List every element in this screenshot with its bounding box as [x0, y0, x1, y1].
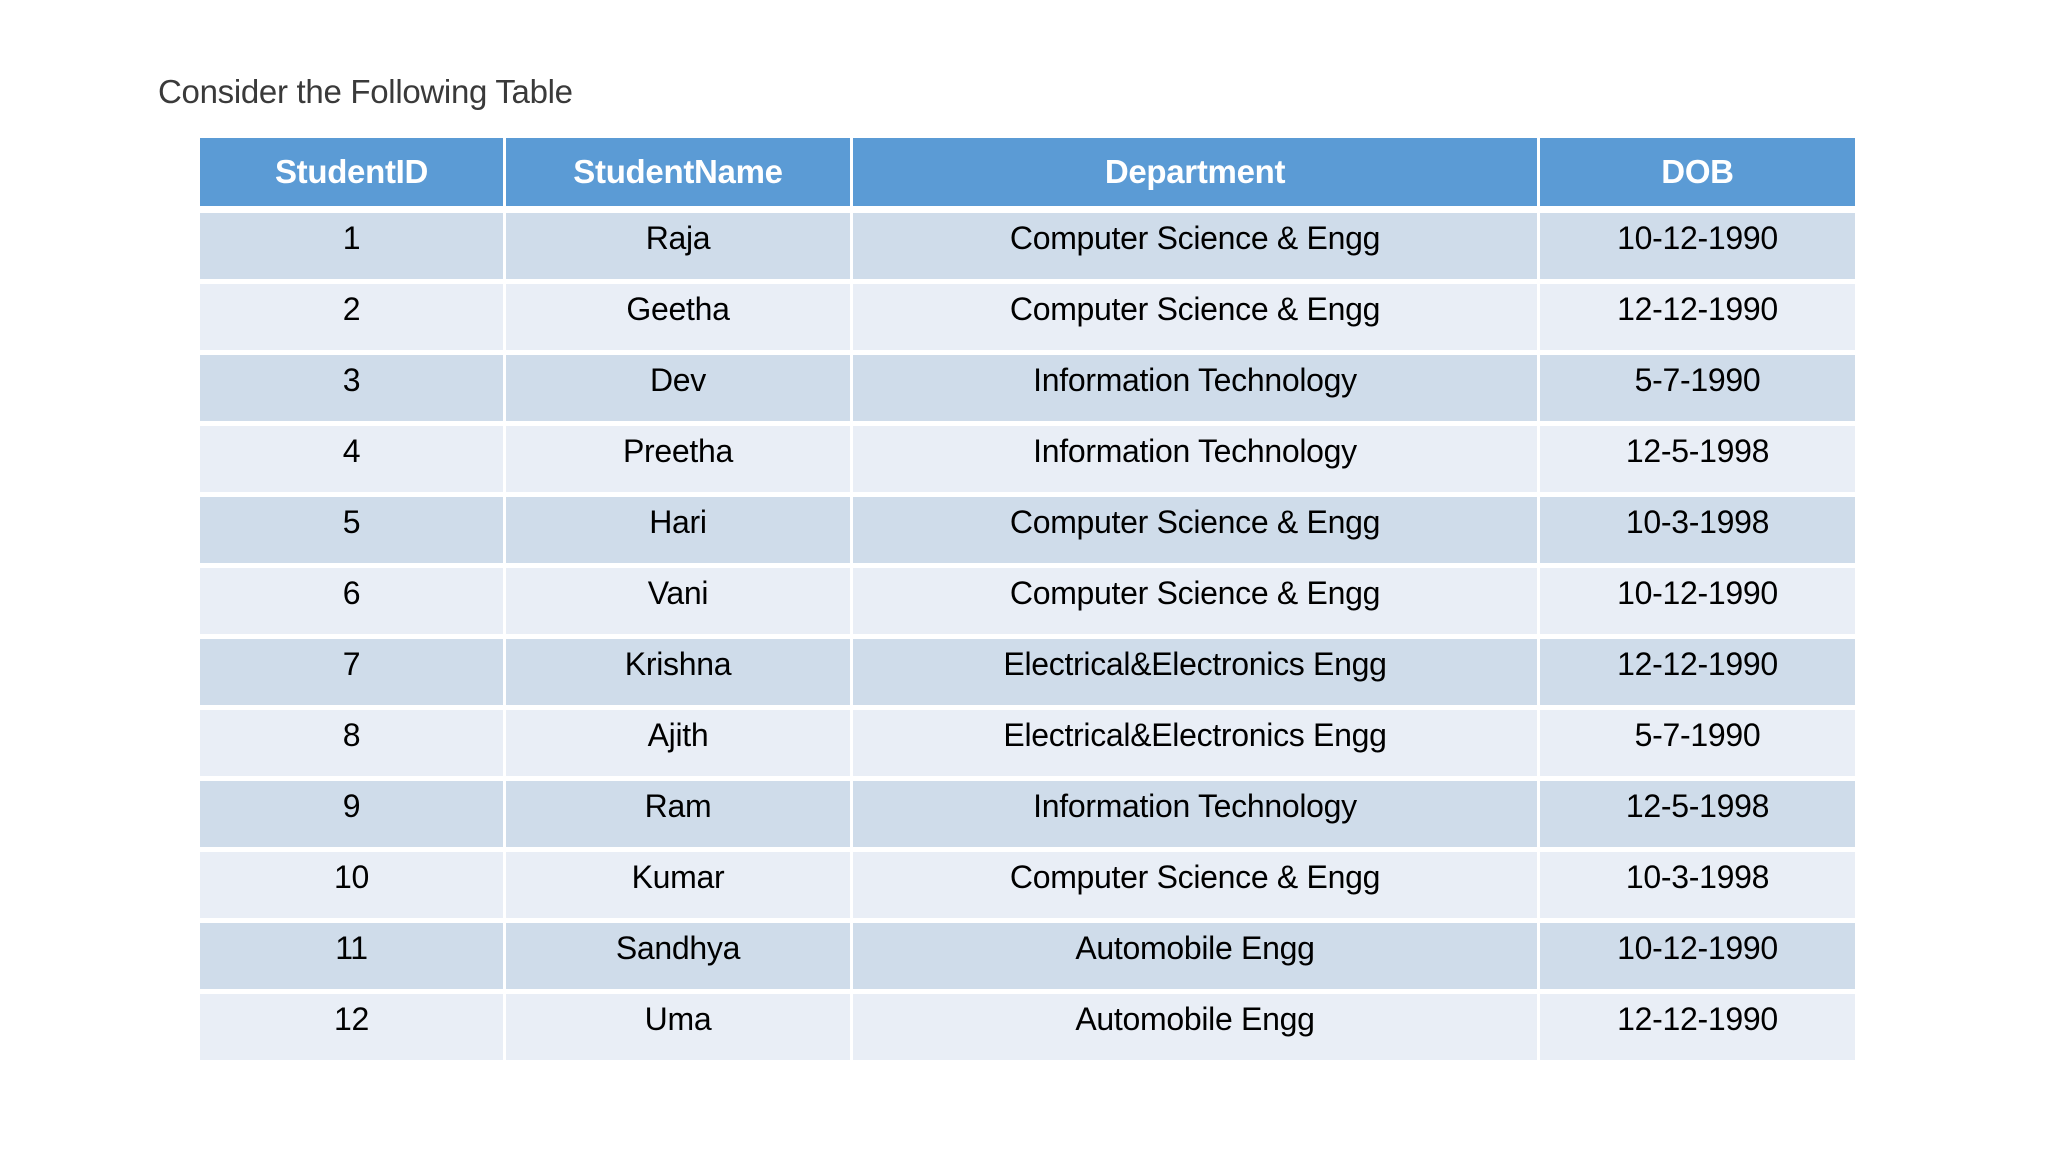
cell-studentname: Krishna	[506, 639, 853, 710]
table-row: 11 Sandhya Automobile Engg 10-12-1990	[200, 923, 1855, 994]
table-row: 3 Dev Information Technology 5-7-1990	[200, 355, 1855, 426]
column-header-department: Department	[853, 138, 1540, 213]
cell-dob: 10-3-1998	[1540, 497, 1855, 568]
table-row: 4 Preetha Information Technology 12-5-19…	[200, 426, 1855, 497]
cell-studentid: 11	[200, 923, 506, 994]
cell-studentname: Preetha	[506, 426, 853, 497]
students-table: StudentID StudentName Department DOB 1 R…	[200, 138, 1855, 1060]
cell-department: Computer Science & Engg	[853, 284, 1540, 355]
column-header-studentname: StudentName	[506, 138, 853, 213]
cell-studentid: 5	[200, 497, 506, 568]
cell-studentname: Hari	[506, 497, 853, 568]
cell-department: Computer Science & Engg	[853, 497, 1540, 568]
cell-dob: 5-7-1990	[1540, 355, 1855, 426]
cell-department: Electrical&Electronics Engg	[853, 710, 1540, 781]
cell-dob: 5-7-1990	[1540, 710, 1855, 781]
cell-dob: 10-12-1990	[1540, 923, 1855, 994]
cell-department: Information Technology	[853, 426, 1540, 497]
cell-studentname: Raja	[506, 213, 853, 284]
column-header-studentid: StudentID	[200, 138, 506, 213]
table-row: 10 Kumar Computer Science & Engg 10-3-19…	[200, 852, 1855, 923]
cell-studentid: 6	[200, 568, 506, 639]
cell-dob: 12-12-1990	[1540, 284, 1855, 355]
cell-dob: 10-12-1990	[1540, 213, 1855, 284]
cell-studentname: Geetha	[506, 284, 853, 355]
cell-studentname: Uma	[506, 994, 853, 1060]
table-row: 12 Uma Automobile Engg 12-12-1990	[200, 994, 1855, 1060]
table-row: 1 Raja Computer Science & Engg 10-12-199…	[200, 213, 1855, 284]
cell-dob: 12-12-1990	[1540, 639, 1855, 710]
cell-dob: 12-12-1990	[1540, 994, 1855, 1060]
cell-studentname: Kumar	[506, 852, 853, 923]
cell-studentid: 12	[200, 994, 506, 1060]
cell-studentid: 2	[200, 284, 506, 355]
cell-studentid: 8	[200, 710, 506, 781]
cell-studentid: 9	[200, 781, 506, 852]
table-row: 6 Vani Computer Science & Engg 10-12-199…	[200, 568, 1855, 639]
cell-dob: 12-5-1998	[1540, 426, 1855, 497]
cell-studentname: Ajith	[506, 710, 853, 781]
cell-department: Electrical&Electronics Engg	[853, 639, 1540, 710]
cell-studentid: 4	[200, 426, 506, 497]
cell-department: Computer Science & Engg	[853, 213, 1540, 284]
cell-studentid: 7	[200, 639, 506, 710]
table-row: 2 Geetha Computer Science & Engg 12-12-1…	[200, 284, 1855, 355]
cell-studentid: 10	[200, 852, 506, 923]
table-header-row: StudentID StudentName Department DOB	[200, 138, 1855, 213]
cell-studentname: Ram	[506, 781, 853, 852]
cell-department: Computer Science & Engg	[853, 568, 1540, 639]
table-row: 7 Krishna Electrical&Electronics Engg 12…	[200, 639, 1855, 710]
table-row: 9 Ram Information Technology 12-5-1998	[200, 781, 1855, 852]
table-row: 5 Hari Computer Science & Engg 10-3-1998	[200, 497, 1855, 568]
cell-studentname: Vani	[506, 568, 853, 639]
cell-dob: 10-3-1998	[1540, 852, 1855, 923]
cell-department: Computer Science & Engg	[853, 852, 1540, 923]
cell-department: Automobile Engg	[853, 923, 1540, 994]
cell-dob: 12-5-1998	[1540, 781, 1855, 852]
cell-studentname: Dev	[506, 355, 853, 426]
cell-department: Information Technology	[853, 355, 1540, 426]
cell-department: Automobile Engg	[853, 994, 1540, 1060]
table-row: 8 Ajith Electrical&Electronics Engg 5-7-…	[200, 710, 1855, 781]
cell-studentname: Sandhya	[506, 923, 853, 994]
cell-department: Information Technology	[853, 781, 1540, 852]
page-title: Consider the Following Table	[158, 73, 573, 110]
cell-studentid: 3	[200, 355, 506, 426]
cell-studentid: 1	[200, 213, 506, 284]
column-header-dob: DOB	[1540, 138, 1855, 213]
cell-dob: 10-12-1990	[1540, 568, 1855, 639]
